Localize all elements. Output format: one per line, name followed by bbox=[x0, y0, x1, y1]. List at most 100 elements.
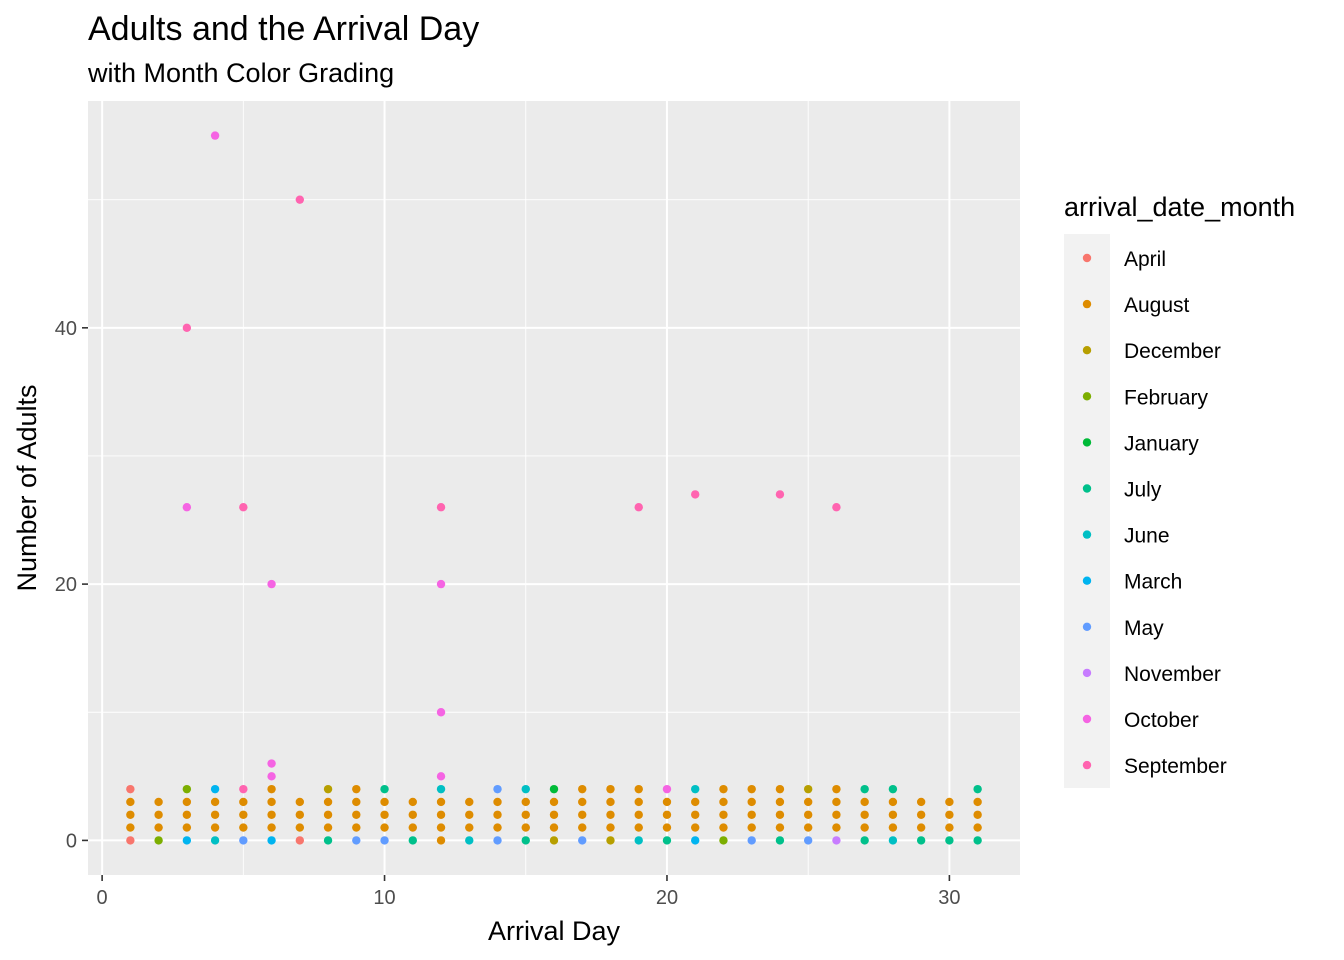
data-point bbox=[182, 797, 192, 807]
data-point bbox=[888, 797, 898, 807]
data-point bbox=[493, 784, 502, 794]
data-point bbox=[832, 823, 841, 832]
data-point bbox=[182, 503, 192, 512]
data-point bbox=[945, 810, 954, 819]
legend-key bbox=[1082, 530, 1092, 539]
data-point bbox=[267, 784, 276, 794]
data-point bbox=[775, 823, 785, 832]
data-point bbox=[691, 490, 700, 499]
data-point bbox=[521, 784, 530, 794]
data-point bbox=[154, 810, 163, 819]
data-point bbox=[549, 797, 559, 807]
data-point bbox=[832, 797, 841, 807]
data-point bbox=[662, 836, 672, 845]
data-point bbox=[691, 784, 700, 794]
minor-gridlines bbox=[88, 101, 1020, 875]
data-point bbox=[521, 836, 530, 845]
data-point bbox=[973, 784, 982, 794]
legend-title: arrival_date_month bbox=[1064, 192, 1295, 222]
legend-label: September bbox=[1124, 755, 1227, 778]
legend-key bbox=[1082, 346, 1092, 355]
data-point bbox=[436, 810, 446, 819]
data-point bbox=[267, 823, 276, 832]
data-point bbox=[860, 823, 869, 832]
legend-label: August bbox=[1124, 294, 1190, 317]
data-point bbox=[126, 823, 135, 832]
plot-panel bbox=[88, 101, 1020, 875]
data-point bbox=[210, 810, 220, 819]
data-point bbox=[860, 797, 869, 807]
data-point bbox=[606, 810, 615, 819]
data-point bbox=[973, 836, 982, 845]
x-tick-label: 0 bbox=[97, 887, 108, 909]
data-point bbox=[803, 810, 813, 819]
data-point bbox=[719, 810, 728, 819]
data-point bbox=[239, 797, 248, 807]
data-point bbox=[126, 836, 135, 845]
data-point bbox=[126, 797, 135, 807]
data-point bbox=[352, 823, 361, 832]
data-point bbox=[465, 836, 474, 845]
data-point bbox=[323, 836, 333, 845]
data-point bbox=[295, 195, 305, 204]
data-point bbox=[126, 810, 135, 819]
data-point bbox=[380, 797, 389, 807]
legend-key bbox=[1082, 760, 1092, 770]
data-point bbox=[691, 797, 700, 807]
data-point bbox=[267, 759, 276, 768]
data-point bbox=[295, 823, 305, 832]
data-point bbox=[239, 810, 248, 819]
data-point bbox=[239, 503, 248, 512]
data-point bbox=[662, 797, 672, 807]
data-point bbox=[691, 823, 700, 832]
data-point bbox=[634, 836, 643, 845]
data-point bbox=[210, 784, 220, 794]
y-tick-label: 40 bbox=[55, 318, 77, 340]
data-point bbox=[182, 823, 192, 832]
chart-title: Adults and the Arrival Day bbox=[88, 10, 479, 48]
data-point bbox=[578, 784, 587, 794]
legend: arrival_date_month April August December Fe… bbox=[1064, 192, 1295, 788]
data-point bbox=[973, 823, 982, 832]
data-point bbox=[493, 823, 502, 832]
data-point bbox=[945, 836, 954, 845]
data-point bbox=[352, 797, 361, 807]
data-point bbox=[662, 810, 672, 819]
data-point bbox=[803, 784, 813, 794]
data-point bbox=[606, 797, 615, 807]
data-point bbox=[380, 810, 389, 819]
data-point bbox=[888, 784, 898, 794]
data-point bbox=[436, 836, 446, 845]
data-point bbox=[239, 836, 248, 845]
data-point bbox=[493, 836, 502, 845]
data-point bbox=[888, 810, 898, 819]
data-point bbox=[465, 797, 474, 807]
data-point bbox=[295, 836, 305, 845]
data-point bbox=[888, 836, 898, 845]
data-point bbox=[634, 503, 643, 512]
data-point bbox=[154, 836, 163, 845]
data-point bbox=[860, 784, 869, 794]
data-point bbox=[662, 823, 672, 832]
data-point bbox=[126, 784, 135, 794]
legend-label: April bbox=[1124, 248, 1166, 271]
data-point bbox=[719, 797, 728, 807]
legend-key bbox=[1082, 392, 1092, 401]
legend-key bbox=[1082, 668, 1092, 678]
data-point bbox=[803, 797, 813, 807]
legend-key bbox=[1082, 253, 1092, 263]
data-point bbox=[832, 784, 841, 794]
data-point bbox=[210, 797, 220, 807]
legend-label: January bbox=[1124, 432, 1199, 455]
data-point bbox=[210, 823, 220, 832]
data-point bbox=[775, 836, 785, 845]
data-point bbox=[267, 797, 276, 807]
data-point bbox=[691, 836, 700, 845]
data-point bbox=[295, 797, 305, 807]
data-point bbox=[380, 836, 389, 845]
data-point bbox=[832, 503, 841, 512]
data-point bbox=[295, 810, 305, 819]
legend-key bbox=[1082, 299, 1092, 309]
data-point bbox=[719, 823, 728, 832]
